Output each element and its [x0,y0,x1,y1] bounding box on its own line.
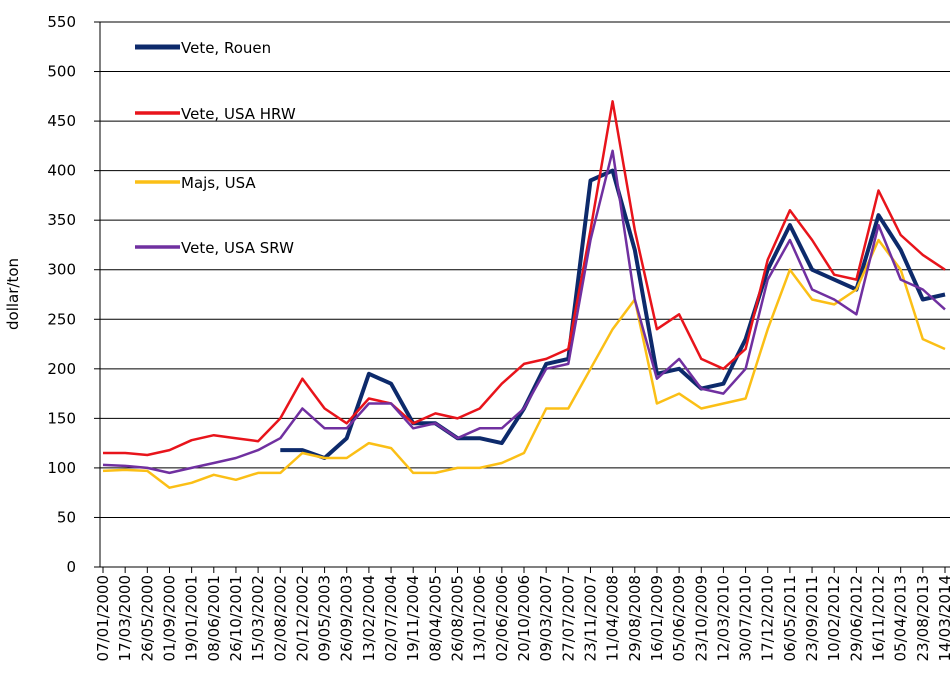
legend-label: Vete, Rouen [181,39,271,57]
x-tick-label: 02/06/2006 [493,575,511,661]
legend-label: Vete, USA SRW [181,239,294,257]
x-tick-label: 17/12/2010 [759,575,777,661]
x-tick-label: 26/08/2005 [449,575,467,661]
x-tick-label: 27/07/2007 [559,575,577,661]
series-line [280,168,946,460]
legend-label: Vete, USA HRW [181,105,296,123]
x-tick-label: 23/09/2011 [803,575,821,661]
x-tick-label: 26/09/2003 [338,575,356,661]
y-tick-label: 0 [66,558,76,576]
x-tick-label: 23/08/2013 [914,575,932,661]
x-tick-label: 17/03/2000 [116,575,134,661]
x-tick-label: 08/04/2005 [426,575,444,661]
x-tick-label: 09/03/2007 [537,575,555,661]
x-tick-label: 16/01/2009 [648,575,666,661]
x-tick-label: 20/10/2006 [515,575,533,661]
x-tick-label: 16/11/2012 [870,575,888,661]
x-tick-label: 14/03/2014 [936,575,950,661]
x-tick-label: 15/03/2002 [249,575,267,661]
series-line [103,100,946,457]
x-tick-label: 23/10/2009 [692,575,710,661]
x-tick-label: 29/06/2012 [847,575,865,661]
x-tick-label: 01/09/2000 [160,575,178,661]
x-tick-label: 02/07/2004 [382,575,400,661]
x-tick-label: 20/12/2002 [293,575,311,661]
y-tick-label: 500 [47,63,76,81]
y-tick-label: 550 [47,13,76,31]
y-tick-label: 300 [47,261,76,279]
x-tick-label: 30/07/2010 [737,575,755,661]
x-tick-label: 26/10/2001 [227,575,245,661]
series-line [102,238,946,489]
x-tick-label: 13/02/2004 [360,575,378,661]
x-tick-label: 07/01/2000 [94,575,112,661]
x-tick-label: 11/04/2008 [604,575,622,661]
x-tick-label: 06/05/2011 [781,575,799,661]
x-tick-label: 23/11/2007 [581,575,599,661]
y-tick-label: 200 [47,360,76,378]
y-tick-label: 50 [57,508,76,526]
x-tick-label: 05/04/2013 [892,575,910,661]
x-tick-label: 13/01/2006 [471,575,489,661]
x-tick-label: 08/06/2001 [205,575,223,661]
x-tick-label: 19/01/2001 [183,575,201,661]
series-line [102,149,946,475]
y-tick-label: 250 [47,310,76,328]
legend-label: Majs, USA [181,174,256,192]
x-tick-label: 02/08/2002 [271,575,289,661]
x-tick-label: 10/02/2012 [825,575,843,661]
y-tick-label: 450 [47,112,76,130]
x-tick-label: 26/05/2000 [138,575,156,661]
x-tick-label: 29/08/2008 [626,575,644,661]
x-tick-label: 09/05/2003 [316,575,334,661]
y-tick-label: 100 [47,459,76,477]
y-axis-label: dollar/ton [4,258,22,330]
x-tick-label: 19/11/2004 [404,575,422,661]
y-tick-label: 400 [47,162,76,180]
x-tick-label: 12/03/2010 [714,575,732,661]
y-tick-label: 150 [47,409,76,427]
y-tick-label: 350 [47,211,76,229]
x-tick-label: 05/06/2009 [670,575,688,661]
